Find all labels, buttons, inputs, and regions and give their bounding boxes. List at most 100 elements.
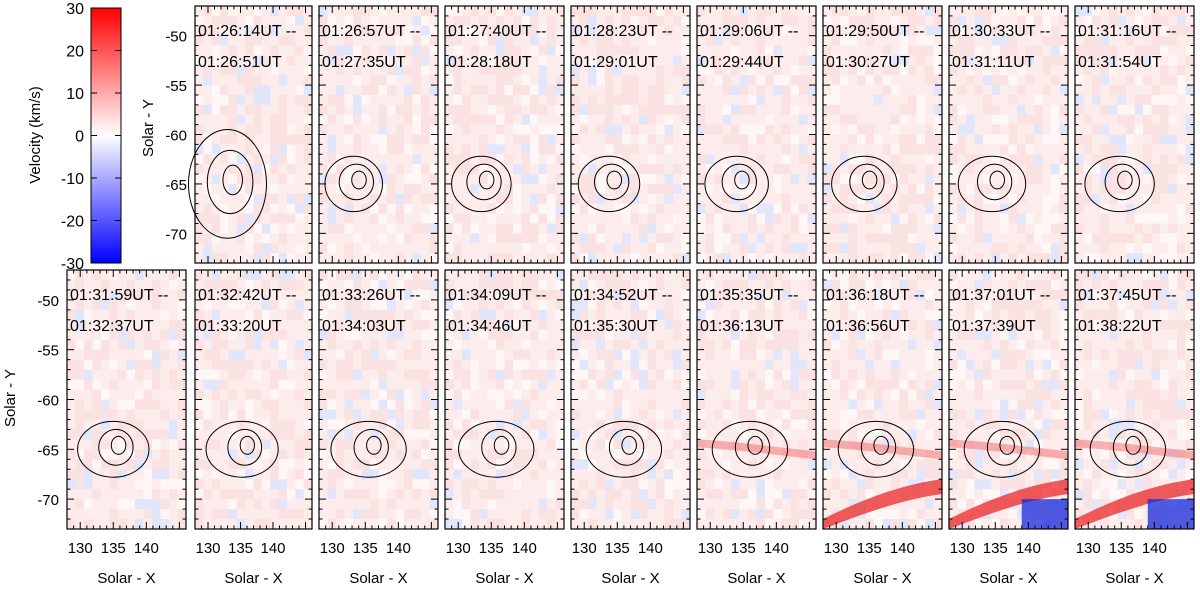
- contour-line: [98, 428, 134, 466]
- panel-time-start: 01:32:42UT --: [198, 287, 296, 304]
- colorbar-tick-label: 10: [66, 86, 84, 103]
- x-tick-label: 140: [638, 540, 663, 557]
- velocity-map-image: [319, 270, 439, 530]
- panel-time-start: 01:37:45UT --: [1078, 287, 1176, 304]
- velocity-map-image: [445, 6, 565, 264]
- velocity-map-image: [823, 6, 943, 264]
- x-axis-label: Solar - X: [97, 570, 155, 587]
- panel-time-start: 01:28:23UT --: [574, 23, 672, 40]
- velocity-map-image: [697, 6, 817, 264]
- intensity-contours: [957, 155, 1027, 213]
- x-tick-label: 130: [68, 540, 93, 557]
- panel-time-end: 01:33:20UT: [198, 318, 282, 335]
- brightening-band: [697, 439, 816, 460]
- velocity-map-image: [571, 6, 691, 264]
- x-tick-label: 135: [731, 540, 756, 557]
- x-tick-label: 140: [1142, 540, 1167, 557]
- colorbar-tick-label: -10: [61, 171, 84, 188]
- panel-time-start: 01:27:40UT --: [448, 23, 546, 40]
- intensity-contours: [330, 420, 407, 478]
- velocity-map-image: [697, 270, 817, 530]
- x-axis-label: Solar - X: [349, 570, 407, 587]
- contour-line: [976, 163, 1013, 201]
- x-axis-label: Solar - X: [475, 570, 533, 587]
- panel-time-start: 01:29:06UT --: [700, 23, 798, 40]
- x-tick-label: 135: [101, 540, 126, 557]
- contour-line: [466, 163, 502, 201]
- panel-time-end: 01:29:01UT: [574, 54, 658, 71]
- contour-line: [353, 428, 389, 466]
- panel-time-start: 01:26:57UT --: [322, 23, 420, 40]
- map-panel: 01:26:57UT -- 01:27:35UT: [318, 5, 439, 264]
- panel-time-end: 01:32:37UT: [70, 318, 154, 335]
- contour-line: [1112, 428, 1149, 466]
- redshift-arc: [1075, 479, 1194, 529]
- contour-line: [585, 420, 663, 478]
- velocity-map-image: [67, 270, 187, 530]
- map-panel: -50 -55 -60 -65 -70 01:26:14UT -- 01:26:51UT: [165, 5, 313, 264]
- map-panel: 130 135 140 Solar - X 01:35:35UT -- 01:36:13U…: [696, 269, 817, 587]
- contour-line: [608, 428, 645, 466]
- colorbar: 30 20 10 0 -10 -20 -30 Velocity (km/s): [27, 1, 122, 273]
- map-panel: 01:28:23UT -- 01:29:01UT: [570, 5, 691, 264]
- panel-time-end: 01:35:30UT: [574, 318, 658, 335]
- y-tick-label: -55: [37, 343, 59, 360]
- intensity-contours: [77, 420, 150, 478]
- intensity-contours: [188, 129, 267, 239]
- contour-line: [1084, 155, 1155, 213]
- contour-line: [593, 163, 630, 201]
- contour-line: [734, 170, 750, 190]
- panel-time-start: 01:35:35UT --: [700, 287, 798, 304]
- contour-line: [227, 428, 263, 466]
- y-tick-label: -70: [37, 492, 59, 509]
- row2-ylabel: Solar - Y: [2, 369, 19, 427]
- panel-time-end: 01:34:46UT: [448, 318, 532, 335]
- y-tick-label: -50: [37, 293, 59, 310]
- colorbar-tick-label: -30: [61, 256, 84, 273]
- contour-line: [458, 420, 535, 478]
- colorbar-tick-label: 20: [66, 44, 84, 61]
- y-tick-label: -70: [165, 226, 187, 243]
- x-axis-label: Solar - X: [224, 570, 282, 587]
- x-tick-label: 140: [1016, 540, 1041, 557]
- map-panel: 01:29:50UT -- 01:30:27UT: [822, 5, 943, 264]
- contour-line: [957, 155, 1027, 213]
- panel-time-end: 01:31:11UT: [952, 54, 1035, 71]
- x-tick-label: 130: [572, 540, 597, 557]
- contour-line: [860, 428, 897, 466]
- panel-time-end: 01:36:56UT: [826, 318, 910, 335]
- contour-line: [481, 428, 517, 466]
- x-tick-label: 135: [983, 540, 1008, 557]
- y-tick-label: -65: [165, 177, 187, 194]
- contour-line: [711, 420, 789, 478]
- x-axis-label: Solar - X: [601, 570, 659, 587]
- intensity-contours: [963, 420, 1041, 478]
- x-tick-label: 130: [950, 540, 975, 557]
- contour-line: [577, 155, 641, 213]
- x-tick-label: 140: [386, 540, 411, 557]
- panel-time-end: 01:38:22UT: [1078, 318, 1162, 335]
- contour-line: [721, 163, 757, 201]
- panel-time-start: 01:33:26UT --: [322, 287, 420, 304]
- panel-time-end: 01:37:39UT: [952, 318, 1036, 335]
- contour-line: [747, 435, 763, 455]
- x-tick-label: 130: [195, 540, 220, 557]
- velocity-map-image: [1075, 6, 1195, 264]
- contour-line: [1117, 170, 1133, 190]
- contour-line: [873, 435, 889, 455]
- velocity-map-image: [949, 6, 1069, 264]
- blueshift-patch: [1147, 499, 1194, 529]
- contour-line: [704, 155, 769, 213]
- contour-line: [188, 129, 267, 239]
- panel-time-start: 01:37:01UT --: [952, 287, 1050, 304]
- map-panel: 130 135 140 Solar - X 01:37:45UT -- 01:38:22U…: [1074, 269, 1195, 587]
- panel-time-start: 01:34:52UT --: [574, 287, 672, 304]
- contour-line: [986, 428, 1023, 466]
- intensity-contours: [837, 420, 915, 478]
- contour-line: [77, 420, 150, 478]
- velocity-map-image: [823, 270, 943, 530]
- x-tick-label: 140: [512, 540, 537, 557]
- x-tick-label: 135: [605, 540, 630, 557]
- panel-time-start: 01:31:16UT --: [1078, 23, 1176, 40]
- x-tick-label: 140: [890, 540, 915, 557]
